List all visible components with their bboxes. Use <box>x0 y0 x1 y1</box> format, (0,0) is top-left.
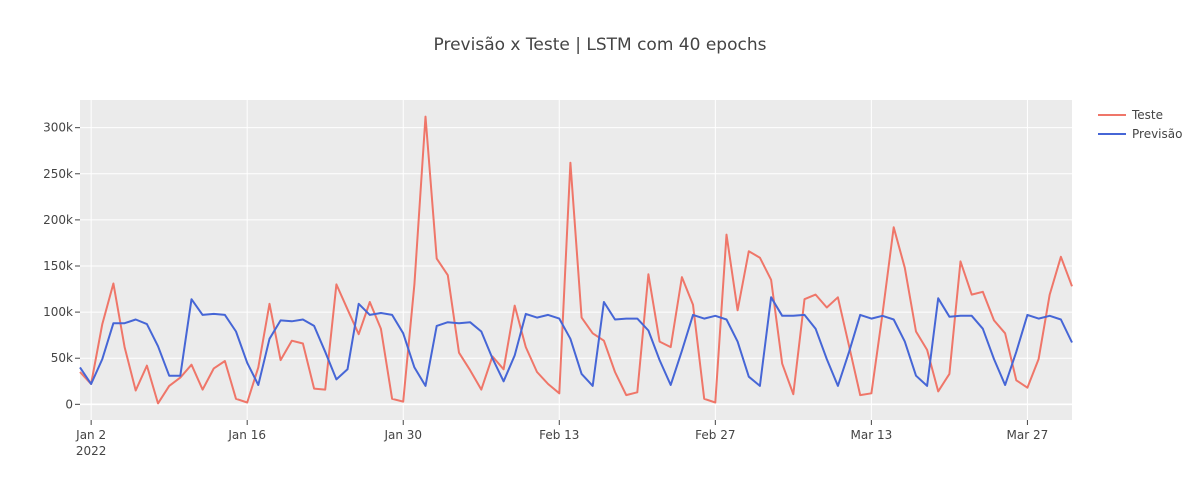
y-tick-label: 100k <box>43 305 73 319</box>
series-line-previsao <box>79 296 1073 387</box>
y-tick-label: 200k <box>43 213 73 227</box>
x-tick-label: Jan 2 <box>75 428 106 442</box>
legend: Teste Previsão <box>1098 108 1182 141</box>
x-tick-label: Jan 30 <box>383 428 422 442</box>
y-tick-label: 150k <box>43 259 73 273</box>
y-tick-label: 50k <box>51 351 73 365</box>
x-axis-ticks: Jan 2 2022 Jan 16 Jan 30 Feb 13 Feb 27 Mar 13 M… <box>75 420 1048 458</box>
plot-background <box>80 100 1072 420</box>
y-axis-ticks: 0 50k 100k 150k 200k 250k 300k <box>43 121 80 411</box>
series-line-teste <box>79 115 1073 405</box>
y-tick-label: 250k <box>43 167 73 181</box>
x-tick-label: Feb 13 <box>539 428 579 442</box>
x-tick-label: Jan 16 <box>227 428 266 442</box>
y-tick-label: 300k <box>43 121 73 135</box>
y-tick-label: 0 <box>65 397 73 411</box>
x-tick-label: Mar 27 <box>1007 428 1049 442</box>
series-layer <box>79 115 1073 405</box>
legend-label-previsao: Previsão <box>1132 127 1182 141</box>
legend-label-teste: Teste <box>1131 108 1163 122</box>
x-tick-year-label: 2022 <box>76 444 107 458</box>
x-gridlines <box>90 100 1028 420</box>
x-tick-label: Mar 13 <box>851 428 893 442</box>
chart-title: Previsão x Teste | LSTM com 40 epochs <box>434 35 767 55</box>
x-tick-label: Feb 27 <box>695 428 735 442</box>
